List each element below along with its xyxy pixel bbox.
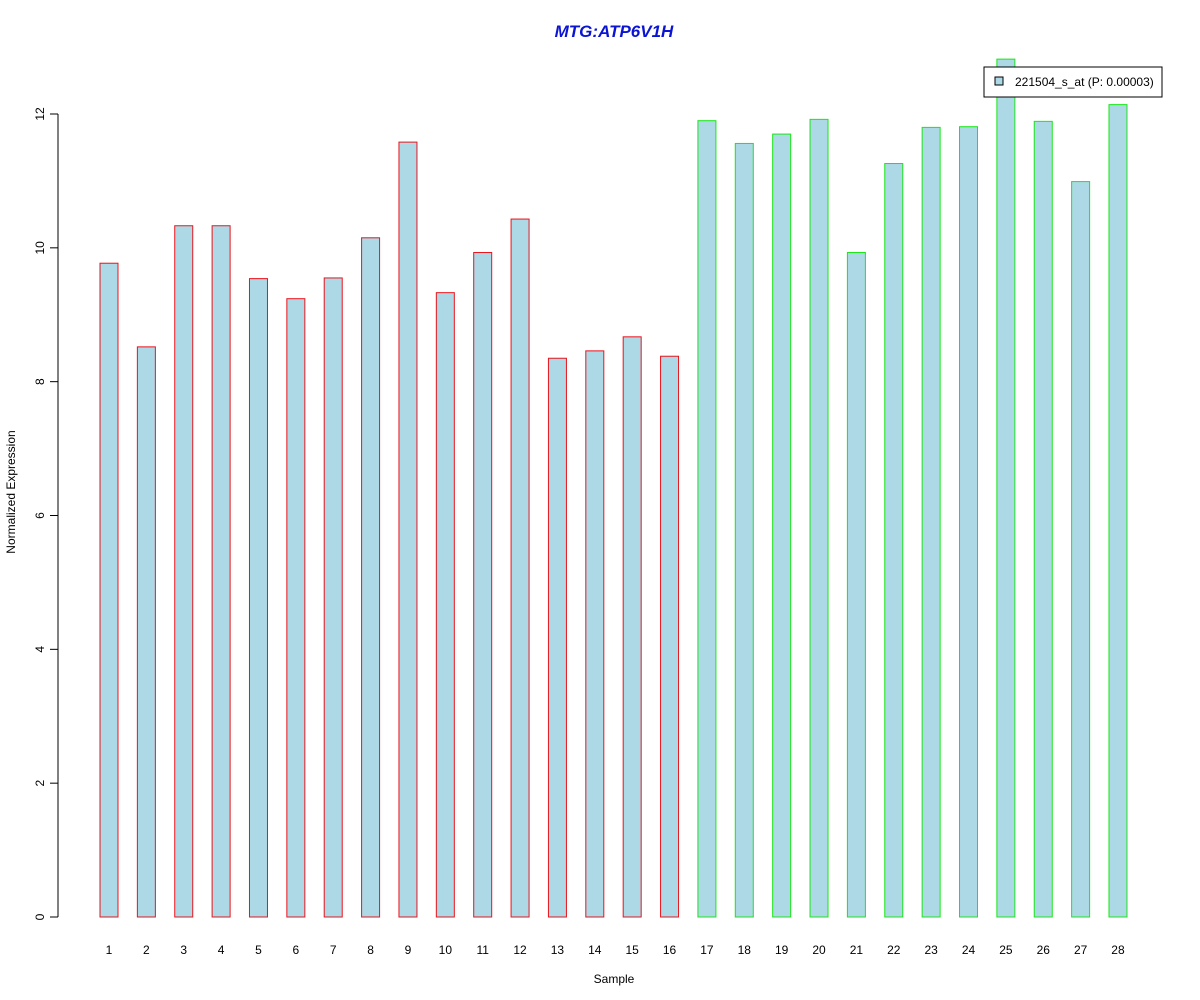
y-axis-title: Normalized Expression — [4, 430, 18, 553]
x-tick-labels: 1 2 3 4 5 6 7 8 9 10 11 12 13 14 15 16 17 18 19 20 21 22 23 24 2… — [106, 943, 1125, 957]
y-axis: 0 2 4 6 8 10 12 — [33, 107, 59, 920]
y-tick-label: 2 — [33, 780, 47, 787]
x-tick-label: 9 — [405, 943, 412, 957]
x-tick-label: 1 — [106, 943, 113, 957]
bar-sample-11 — [473, 252, 493, 918]
x-axis-title: Sample — [594, 972, 635, 986]
x-tick-label: 10 — [439, 943, 453, 957]
bar-sample-12 — [510, 218, 530, 918]
x-tick-label: 18 — [738, 943, 752, 957]
x-tick-label: 12 — [513, 943, 527, 957]
x-tick-label: 13 — [551, 943, 565, 957]
bar-sample-27 — [1071, 181, 1091, 918]
bar-sample-14 — [585, 350, 605, 918]
bar-sample-10 — [435, 292, 455, 918]
bar-sample-17 — [697, 120, 717, 918]
bar-sample-18 — [734, 142, 754, 918]
bar-sample-15 — [622, 336, 642, 918]
legend-swatch — [994, 76, 1004, 86]
bar-sample-3 — [174, 225, 194, 918]
y-tick-label: 4 — [33, 646, 47, 653]
bar-sample-13 — [547, 357, 567, 918]
bar-sample-16 — [660, 355, 680, 918]
x-tick-label: 7 — [330, 943, 337, 957]
x-tick-label: 17 — [700, 943, 714, 957]
x-tick-label: 16 — [663, 943, 677, 957]
x-tick-label: 8 — [367, 943, 374, 957]
bar-sample-26 — [1033, 120, 1053, 918]
bar-sample-24 — [959, 126, 979, 918]
x-tick-label: 14 — [588, 943, 602, 957]
bar-sample-22 — [884, 163, 904, 918]
x-tick-label: 19 — [775, 943, 789, 957]
bar-sample-1 — [99, 262, 119, 918]
y-tick-label: 10 — [33, 241, 47, 255]
bar-sample-2 — [136, 346, 156, 918]
bar-sample-23 — [921, 126, 941, 918]
chart-title: MTG:ATP6V1H — [555, 22, 674, 41]
x-tick-label: 22 — [887, 943, 901, 957]
bar-sample-7 — [323, 277, 343, 918]
y-tick-label: 6 — [33, 512, 47, 519]
x-tick-label: 25 — [999, 943, 1013, 957]
x-tick-label: 24 — [962, 943, 976, 957]
x-tick-label: 23 — [924, 943, 938, 957]
y-tick-label: 8 — [33, 378, 47, 385]
x-tick-label: 26 — [1037, 943, 1051, 957]
bar-sample-6 — [286, 298, 306, 918]
x-tick-label: 3 — [180, 943, 187, 957]
x-tick-label: 6 — [293, 943, 300, 957]
x-tick-label: 27 — [1074, 943, 1088, 957]
bar-sample-5 — [248, 278, 268, 918]
bar-sample-19 — [772, 133, 792, 918]
x-tick-label: 15 — [626, 943, 640, 957]
bar-sample-21 — [846, 252, 866, 918]
bar-sample-28 — [1108, 104, 1128, 918]
x-tick-label: 2 — [143, 943, 150, 957]
bar-sample-20 — [809, 118, 829, 918]
x-tick-label: 20 — [812, 943, 826, 957]
legend: 221504_s_at (P: 0.00003) — [983, 66, 1163, 98]
bar-sample-4 — [211, 225, 231, 918]
y-tick-label: 12 — [33, 107, 47, 121]
x-tick-label: 4 — [218, 943, 225, 957]
legend-label: 221504_s_at (P: 0.00003) — [1015, 75, 1154, 89]
bars-group — [99, 58, 1128, 918]
bar-sample-25 — [996, 58, 1016, 918]
legend-box — [983, 66, 1163, 98]
x-tick-label: 5 — [255, 943, 262, 957]
bar-sample-8 — [361, 237, 381, 918]
x-tick-label: 21 — [850, 943, 864, 957]
x-tick-label: 11 — [476, 943, 489, 957]
y-tick-label: 0 — [33, 913, 47, 920]
bar-sample-9 — [398, 141, 418, 918]
x-tick-label: 28 — [1111, 943, 1125, 957]
